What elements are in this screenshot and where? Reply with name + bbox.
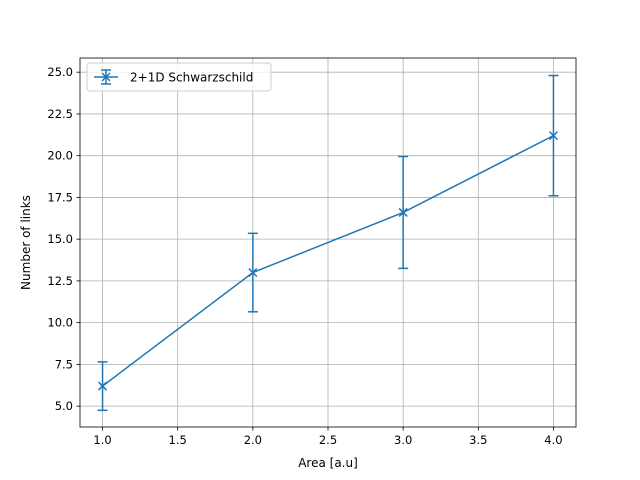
legend: 2+1D Schwarzschild — [86, 62, 272, 92]
marker-stroke — [248, 268, 258, 278]
marker-stroke — [398, 207, 408, 217]
x-axis-label: Area [a.u] — [298, 456, 358, 470]
data-point-marker — [398, 207, 408, 217]
data-point-marker — [548, 131, 558, 141]
grid — [80, 58, 576, 427]
data-point-marker — [98, 381, 108, 391]
y-tick-label: 25.0 — [47, 65, 73, 79]
ticks: 1.0 1.5 2.0 2.5 3.0 3.5 4.0 5.0 7.5 10.0 12.5 15.0 1… — [47, 65, 562, 447]
y-tick-label: 7.5 — [55, 357, 73, 371]
y-tick-label: 22.5 — [47, 107, 73, 121]
x-tick-label: 1.0 — [93, 433, 111, 447]
legend-marker-stroke — [101, 72, 111, 82]
marker-stroke — [98, 381, 108, 391]
x-tick-label: 2.0 — [244, 433, 262, 447]
y-tick-label: 15.0 — [47, 232, 73, 246]
y-tick-label: 17.5 — [47, 190, 73, 204]
series-layer — [97, 74, 559, 412]
x-tick-label: 2.5 — [319, 433, 337, 447]
x-tick-label: 3.0 — [394, 433, 412, 447]
y-tick-label: 12.5 — [47, 274, 73, 288]
x-tick-label: 3.5 — [469, 433, 487, 447]
series-line — [102, 134, 554, 387]
x-tick-label: 4.0 — [544, 433, 562, 447]
data-point-marker — [248, 268, 258, 278]
y-tick-label: 20.0 — [47, 149, 73, 163]
y-tick-label: 10.0 — [47, 316, 73, 330]
marker-stroke — [548, 131, 558, 141]
legend-box — [86, 62, 272, 92]
legend-label: 2+1D Schwarzschild — [130, 71, 253, 85]
y-tick-label: 5.0 — [55, 399, 73, 413]
y-axis-label: Number of links — [19, 195, 33, 290]
x-tick-label: 1.5 — [169, 433, 187, 447]
